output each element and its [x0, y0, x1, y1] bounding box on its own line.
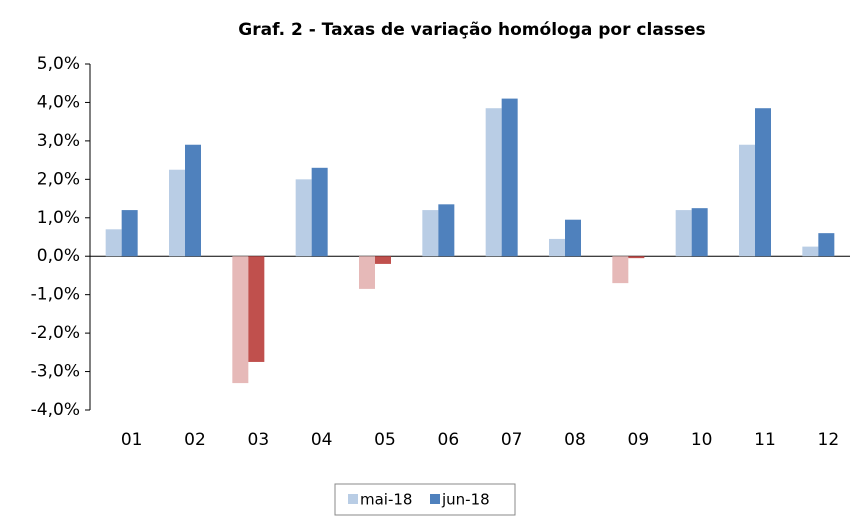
bar [169, 169, 185, 257]
bar [818, 233, 835, 257]
x-tick-label: 09 [628, 430, 650, 450]
y-tick-label: 3,0% [37, 131, 80, 151]
x-tick-label: 01 [121, 430, 143, 450]
bar [438, 204, 455, 257]
bar [311, 167, 328, 257]
y-tick-label: 0,0% [37, 246, 80, 266]
bar [612, 256, 629, 284]
bar [755, 108, 771, 257]
x-tick-label: 06 [438, 430, 460, 450]
legend-box [334, 483, 516, 516]
x-tick-label: 04 [311, 430, 333, 450]
chart-title: Graf. 2 - Taxas de variação homóloga por… [238, 20, 705, 40]
y-tick-label: 4,0% [37, 92, 80, 112]
y-tick-label: -2,0% [31, 323, 80, 343]
bar [185, 144, 201, 257]
bar [295, 179, 312, 257]
x-tick-label: 05 [374, 430, 396, 450]
y-tick-label: 5,0% [37, 54, 80, 74]
bar [248, 256, 265, 362]
x-tick-label: 12 [818, 430, 840, 450]
x-tick-label: 10 [691, 430, 713, 450]
bar [739, 144, 755, 257]
bar [691, 208, 708, 257]
bar [232, 256, 249, 384]
x-tick-label: 07 [501, 430, 523, 450]
bar [501, 98, 518, 257]
y-tick-label: 2,0% [37, 169, 80, 189]
bar [105, 229, 122, 257]
y-tick-label: 1,0% [37, 208, 80, 228]
bar [422, 210, 439, 257]
y-tick-label: -3,0% [31, 362, 80, 382]
x-tick-label: 02 [184, 430, 206, 450]
bar [628, 256, 645, 259]
bar [359, 256, 375, 289]
y-tick-label: -1,0% [31, 285, 80, 305]
legend-swatch [348, 494, 358, 504]
legend-label: jun-18 [441, 491, 490, 509]
y-tick-label: -4,0% [31, 400, 80, 420]
bar [565, 219, 581, 257]
x-tick-label: 11 [754, 430, 776, 450]
bar [485, 108, 502, 257]
bar [802, 246, 819, 257]
bar [675, 210, 692, 257]
bar [121, 210, 138, 257]
x-tick-label: 03 [248, 430, 270, 450]
x-tick-label: 08 [564, 430, 586, 450]
legend-swatch [430, 494, 440, 504]
legend-label: mai-18 [360, 491, 412, 509]
bar [375, 256, 391, 264]
bar [549, 238, 565, 257]
